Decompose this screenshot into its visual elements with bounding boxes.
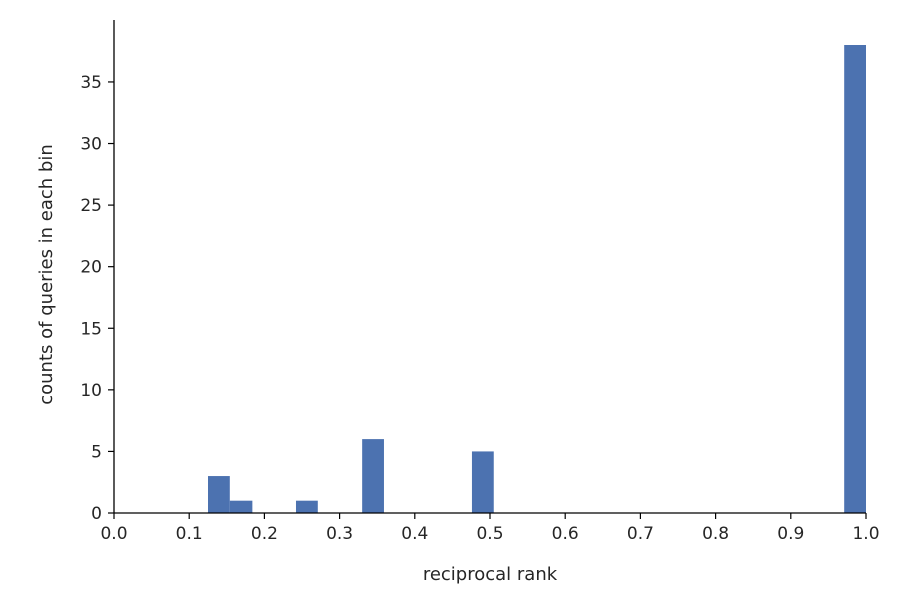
x-tick-label-2: 0.2 [251,524,278,544]
y-tick-label-0: 0 [91,504,102,524]
y-axis-label: counts of queries in each bin [36,144,57,405]
x-tick-label-10: 1.0 [852,524,879,544]
y-tick-label-6: 30 [80,135,102,155]
x-axis-label: reciprocal rank [423,564,558,585]
x-tick-label-4: 0.4 [401,524,428,544]
y-tick-label-5: 25 [80,196,102,216]
y-tick-label-4: 20 [80,258,102,278]
x-tick-label-1: 0.1 [176,524,203,544]
histogram-bar-5 [844,45,866,513]
histogram-bars [208,45,866,513]
histogram-bar-1 [229,500,253,513]
y-axis-ticks: 0 5 10 15 20 25 30 35 [80,73,114,524]
y-tick-label-2: 10 [80,381,102,401]
x-tick-label-5: 0.5 [476,524,503,544]
x-tick-label-0: 0.0 [100,524,127,544]
x-tick-label-3: 0.3 [326,524,353,544]
histogram-bar-0 [208,476,230,513]
y-tick-label-3: 15 [80,319,102,339]
x-tick-label-9: 0.9 [777,524,804,544]
histogram-bar-4 [471,451,494,513]
y-tick-label-7: 35 [80,73,102,93]
x-axis-ticks: 0.0 0.1 0.2 0.3 0.4 0.5 0.6 0.7 0.8 0.9 1.0 [100,513,880,544]
x-tick-label-8: 0.8 [702,524,729,544]
histogram-bar-2 [295,500,318,513]
x-tick-label-6: 0.6 [552,524,579,544]
x-tick-label-7: 0.7 [627,524,654,544]
y-tick-label-1: 5 [91,442,102,462]
histogram-bar-3 [362,439,384,513]
